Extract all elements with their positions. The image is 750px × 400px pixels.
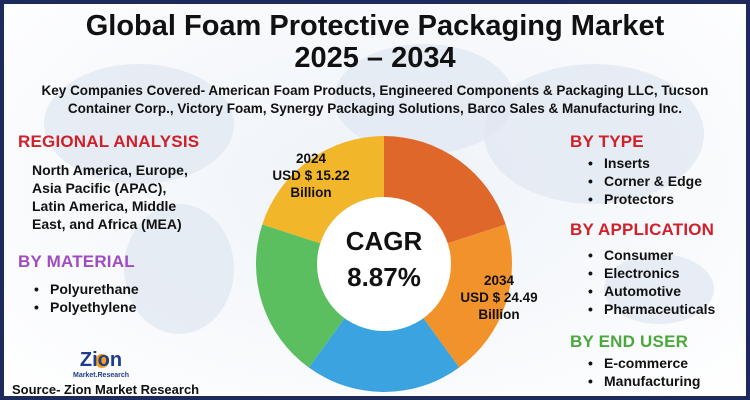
annotation-value: USD $ 24.49 xyxy=(460,290,538,305)
logo-circle-shape xyxy=(95,354,109,368)
regional-analysis-heading: REGIONAL ANALYSIS xyxy=(18,132,200,151)
list-item: E-commerce xyxy=(586,354,746,372)
by-application-heading: BY APPLICATION xyxy=(570,220,715,239)
type-list: Inserts Corner & Edge Protectors xyxy=(586,154,746,208)
annotation-2024: 2024 USD $ 15.22 Billion xyxy=(256,150,366,201)
regional-analysis-text: North America, Europe, Asia Pacific (APA… xyxy=(32,161,242,233)
list-item-continued: Electronics xyxy=(586,264,746,282)
by-type-heading: BY TYPE xyxy=(570,132,644,151)
list-item: Consumer xyxy=(586,246,746,264)
map-background-shape xyxy=(44,64,234,184)
type-item-continuation: Protectors xyxy=(604,191,675,207)
title-line-2: 2025 – 2034 xyxy=(294,42,456,74)
title-line-1: Global Foam Protective Packaging Market xyxy=(85,10,665,42)
annotation-year: 2034 xyxy=(483,273,515,288)
region-line: Asia Pacific (APAC), xyxy=(32,180,167,196)
region-line: East, and Africa (MEA) xyxy=(32,216,182,232)
end-user-list: E-commerce Manufacturing xyxy=(586,354,746,390)
list-item: Automotive xyxy=(586,282,746,300)
cagr-value: 8.87% xyxy=(347,262,421,292)
material-list: Polyurethane Polyethylene xyxy=(32,280,232,316)
list-item: Polyethylene xyxy=(32,298,232,316)
companies-line-1: Key Companies Covered- American Foam Pro… xyxy=(41,83,709,98)
logo-sub: Market.Research xyxy=(73,372,129,379)
by-material-heading: BY MATERIAL xyxy=(18,252,135,271)
region-line: Latin America, Middle xyxy=(32,198,177,214)
source-text: Source- Zion Market Research xyxy=(12,382,200,397)
list-item: Manufacturing xyxy=(586,372,746,390)
application-list: Consumer Electronics Automotive Pharmace… xyxy=(586,246,746,318)
list-item: Corner & Edge xyxy=(586,172,746,190)
list-item: Polyurethane xyxy=(32,280,232,298)
logo-word: Zion xyxy=(80,349,122,371)
annotation-2034: 2034 USD $ 24.49 Billion xyxy=(444,272,554,323)
annotation-value: USD $ 15.22 xyxy=(272,168,350,183)
list-item: Pharmaceuticals xyxy=(586,300,746,318)
cagr-donut-chart xyxy=(256,136,512,392)
list-item-continued: Protectors xyxy=(586,190,746,208)
annotation-unit: Billion xyxy=(478,307,520,322)
application-item-continuation: Electronics xyxy=(604,265,680,281)
list-item: Inserts xyxy=(586,154,746,172)
region-line: North America, Europe, xyxy=(32,162,188,178)
cagr-label: CAGR xyxy=(345,226,423,256)
companies-line-2: Container Corp., Victory Foam, Synergy P… xyxy=(67,101,683,116)
page-title: Global Foam Protective Packaging Market … xyxy=(4,10,746,74)
annotation-unit: Billion xyxy=(290,185,332,200)
donut-center-hole xyxy=(317,197,451,331)
zion-logo-graphic: Zion Market.Research xyxy=(73,349,129,379)
by-end-user-heading: BY END USER xyxy=(570,332,689,351)
zion-logo: Zion Market.Research xyxy=(66,344,136,380)
annotation-year: 2024 xyxy=(295,151,327,166)
key-companies: Key Companies Covered- American Foam Pro… xyxy=(24,82,726,118)
